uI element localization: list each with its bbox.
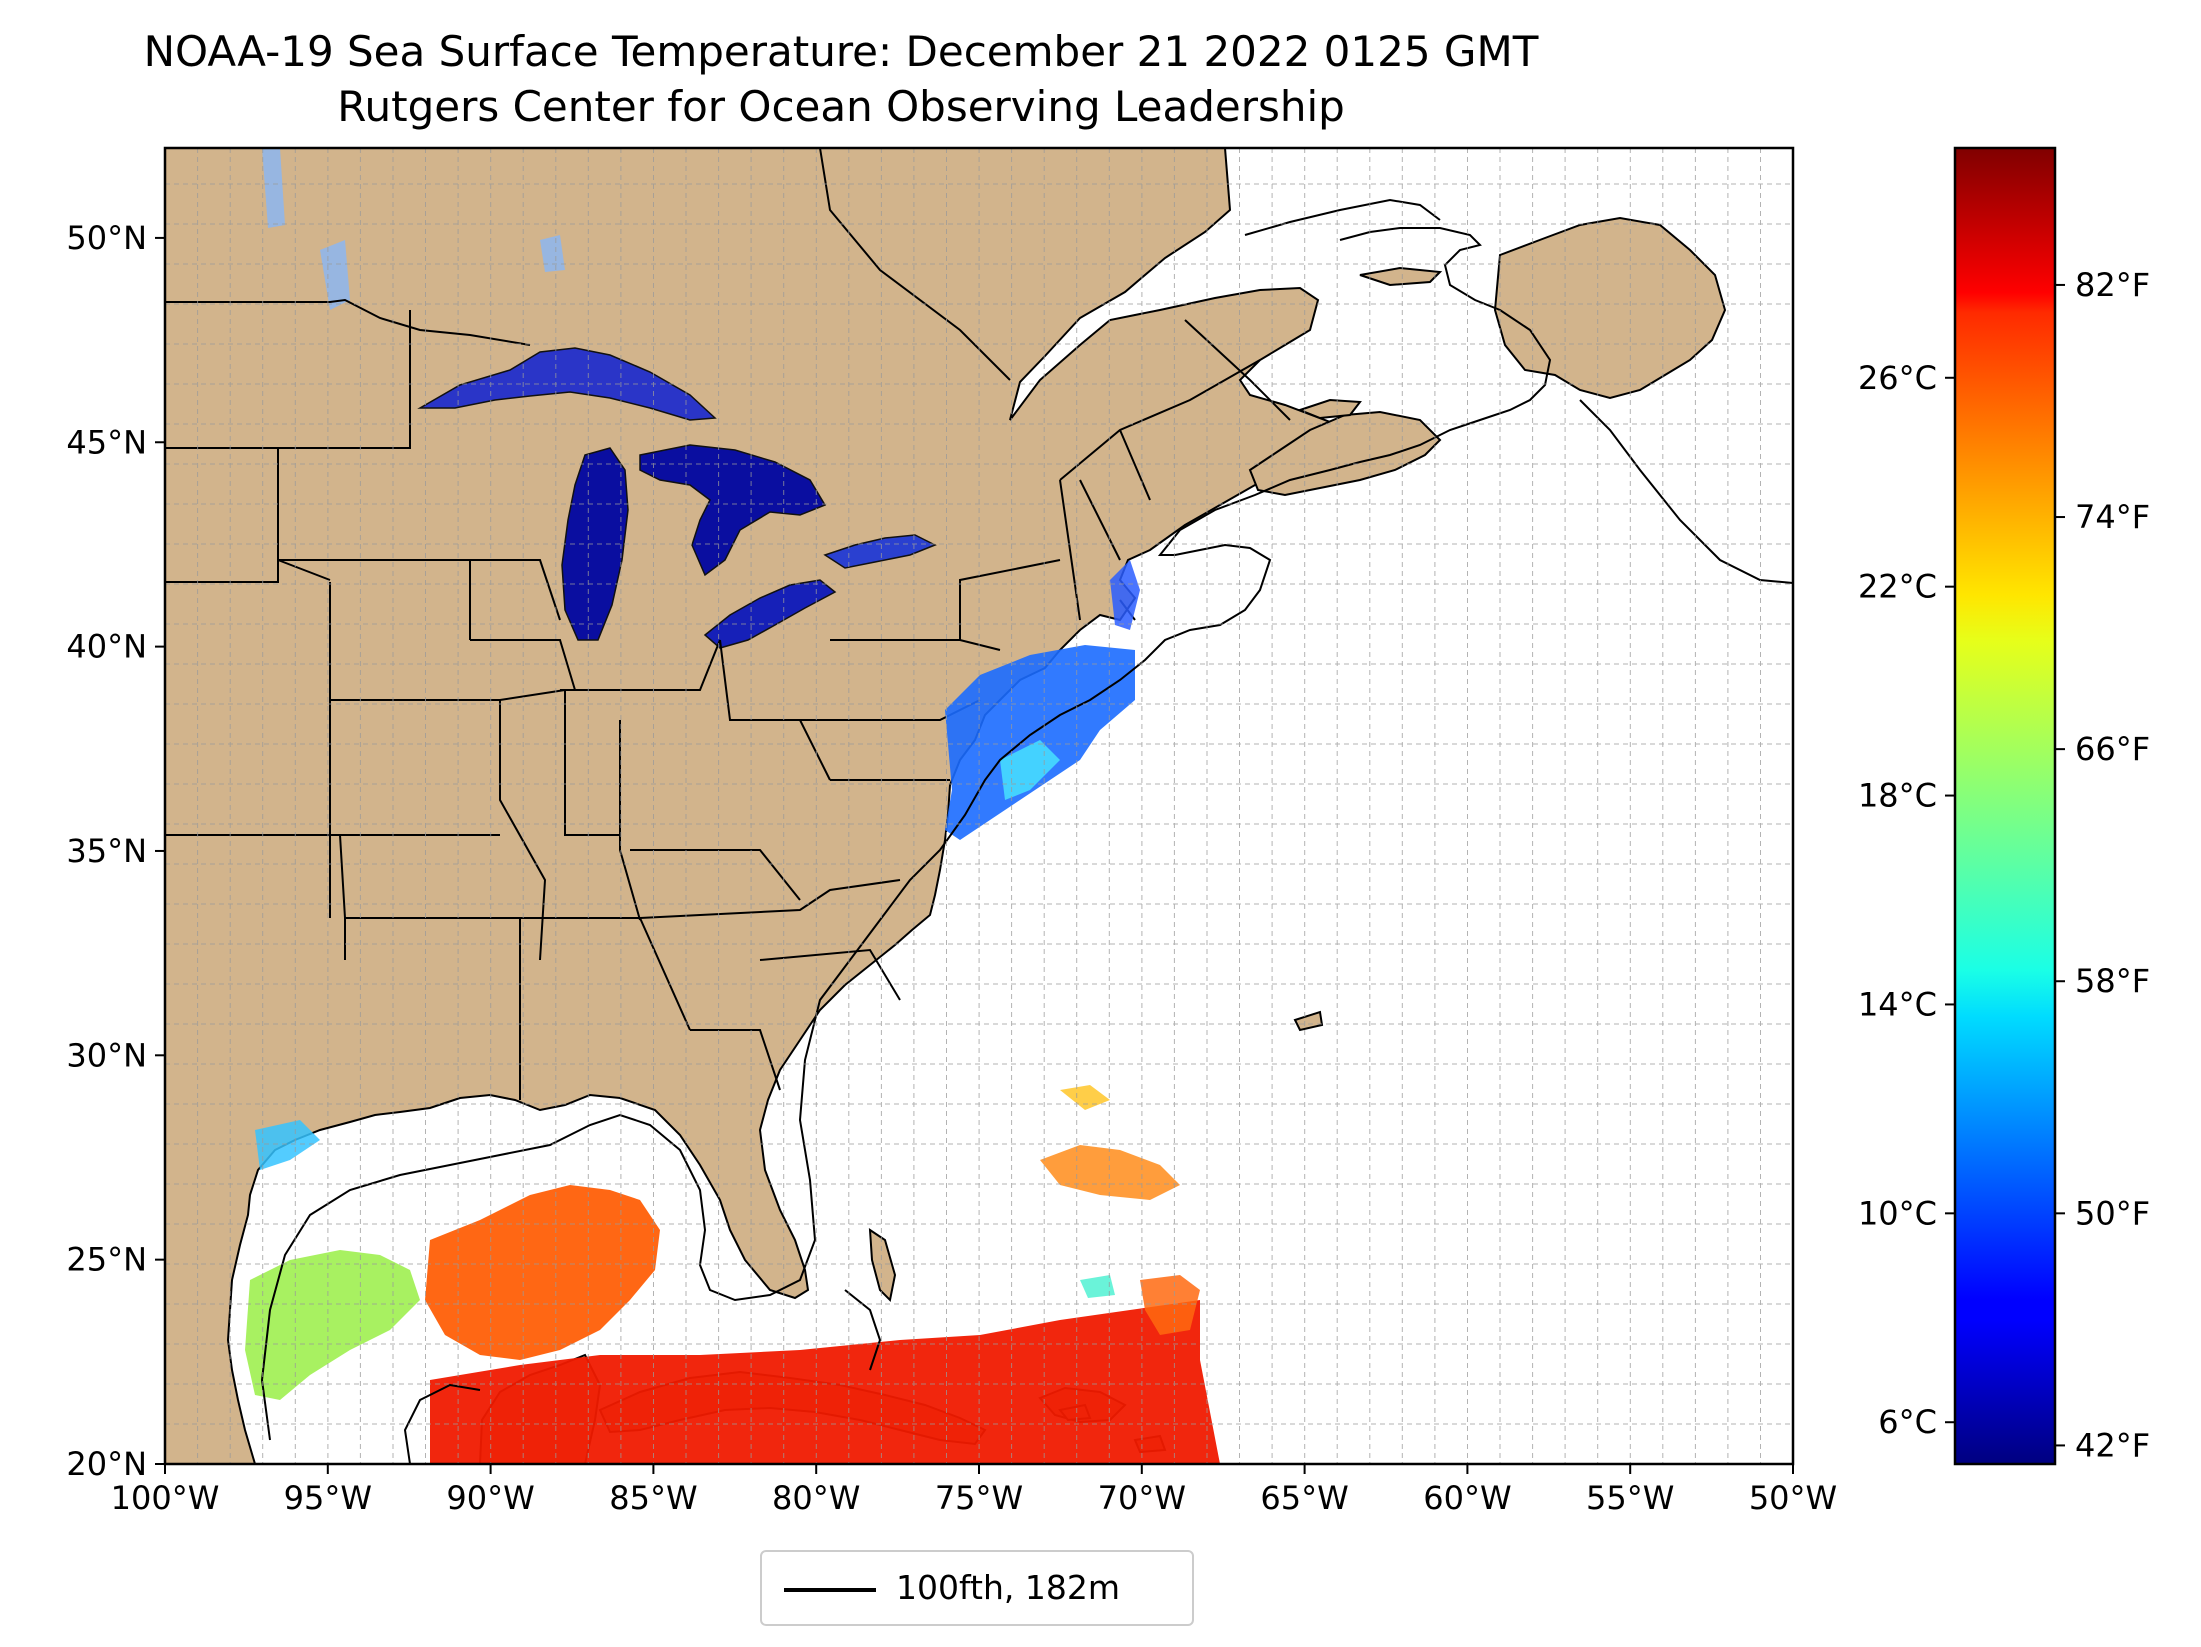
- fahrenheit-tick-label: 42°F: [2075, 1426, 2150, 1464]
- lon-tick-label: 65°W: [1260, 1479, 1348, 1517]
- sst-patch-atlantic-east: [1140, 1275, 1200, 1335]
- fahrenheit-tick-label: 66°F: [2075, 730, 2150, 768]
- celsius-tick-label: 10°C: [1858, 1194, 1937, 1232]
- sst-patch-shelf-cyan: [1000, 740, 1060, 800]
- sst-patch-atlantic-cyan: [1080, 1275, 1115, 1298]
- longitude-axis: 100°W 95°W 90°W 85°W 80°W 75°W 70°W 65°W 60°W 55°…: [111, 1464, 1837, 1517]
- lake-nipigon: [540, 235, 565, 272]
- lake-ontario: [823, 534, 937, 569]
- map-gridlines: [165, 148, 1793, 1464]
- sst-patch-atlantic-yellow: [1060, 1085, 1110, 1110]
- fahrenheit-tick-label: 58°F: [2075, 962, 2150, 1000]
- land-nova-scotia: [1248, 410, 1442, 497]
- lat-tick-label: 30°N: [66, 1036, 147, 1074]
- lon-tick-label: 90°W: [446, 1479, 534, 1517]
- lat-tick-label: 25°N: [66, 1241, 147, 1279]
- sst-data-layer: [245, 560, 1220, 1464]
- celsius-tick-label: 18°C: [1858, 777, 1937, 815]
- lake-michigan: [561, 447, 629, 641]
- lat-tick-label: 50°N: [66, 219, 147, 257]
- lake-of-woods: [262, 148, 285, 228]
- great-lakes: [262, 148, 937, 649]
- sst-patch-gulf-maine: [1110, 560, 1140, 630]
- sst-patch-atlantic-orange: [1040, 1145, 1180, 1200]
- fahrenheit-tick-label: 74°F: [2075, 498, 2150, 536]
- land-newfoundland: [1493, 216, 1727, 400]
- lake-huron: [639, 444, 827, 577]
- colorbar-fahrenheit-ticks: 42°F 50°F 58°F 66°F 74°F 82°F: [2055, 266, 2150, 1464]
- lon-tick-label: 95°W: [284, 1479, 372, 1517]
- legend-label: 100fth, 182m: [896, 1568, 1120, 1607]
- lake-superior: [417, 347, 717, 421]
- celsius-tick-label: 26°C: [1858, 359, 1937, 397]
- chart-title: NOAA-19 Sea Surface Temperature: Decembe…: [143, 27, 1539, 76]
- lake-erie: [703, 579, 837, 649]
- latitude-axis: 20°N 25°N 30°N 35°N 40°N 45°N 50°N: [66, 219, 165, 1483]
- lon-tick-label: 100°W: [111, 1479, 220, 1517]
- land-north-america: [165, 148, 1347, 1464]
- sst-patch-gulf-central: [425, 1185, 660, 1360]
- sst-patch-gulf-west: [245, 1250, 420, 1400]
- lon-tick-label: 80°W: [772, 1479, 860, 1517]
- lat-tick-label: 40°N: [66, 628, 147, 666]
- legend: 100fth, 182m: [760, 1550, 1194, 1626]
- political-borders: [165, 148, 1291, 1100]
- lat-tick-label: 20°N: [66, 1445, 147, 1483]
- land-bahamas: [868, 1228, 897, 1303]
- land-pei: [1297, 398, 1362, 420]
- lon-tick-label: 85°W: [609, 1479, 697, 1517]
- lon-tick-label: 55°W: [1586, 1479, 1674, 1517]
- celsius-tick-label: 22°C: [1858, 568, 1937, 606]
- lon-tick-label: 75°W: [935, 1479, 1023, 1517]
- fahrenheit-tick-label: 82°F: [2075, 266, 2150, 304]
- fahrenheit-tick-label: 50°F: [2075, 1194, 2150, 1232]
- celsius-tick-label: 14°C: [1858, 985, 1937, 1023]
- map-plot: 100°W 95°W 90°W 85°W 80°W 75°W 70°W 65°W 60°W 55°…: [66, 146, 1837, 1517]
- lon-tick-label: 50°W: [1749, 1479, 1837, 1517]
- lat-tick-label: 35°N: [66, 832, 147, 870]
- lat-tick-label: 45°N: [66, 423, 147, 461]
- chart-subtitle: Rutgers Center for Ocean Observing Leade…: [337, 82, 1345, 131]
- colorbar-gradient: [1953, 146, 2057, 1466]
- sst-patch-caribbean: [430, 1300, 1220, 1464]
- legend-line-swatch: [784, 1588, 876, 1592]
- lon-tick-label: 60°W: [1423, 1479, 1511, 1517]
- sst-patch-gulf-shelf: [255, 1120, 320, 1170]
- lon-tick-label: 70°W: [1098, 1479, 1186, 1517]
- colorbar: 6°C 10°C 14°C 18°C 22°C 26°C 42°F 50°F 58°F 66°F…: [1858, 146, 2150, 1466]
- celsius-tick-label: 6°C: [1878, 1403, 1937, 1441]
- colorbar-celsius-ticks: 6°C 10°C 14°C 18°C 22°C 26°C: [1858, 359, 1955, 1441]
